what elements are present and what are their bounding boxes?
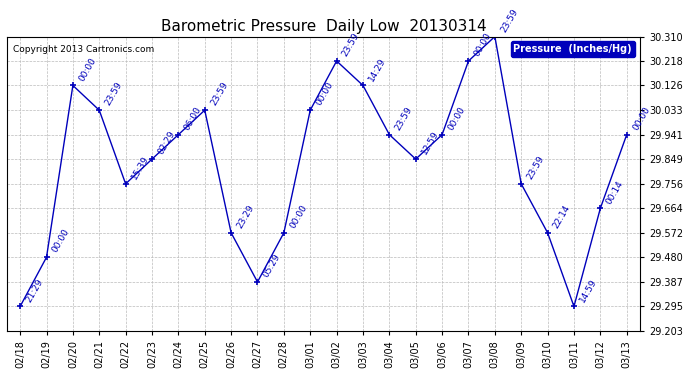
Text: 23:29: 23:29 [235, 203, 256, 230]
Title: Barometric Pressure  Daily Low  20130314: Barometric Pressure Daily Low 20130314 [161, 19, 486, 34]
Text: 22:14: 22:14 [552, 203, 572, 230]
Text: 23:59: 23:59 [341, 32, 362, 58]
Text: 00:00: 00:00 [315, 81, 335, 107]
Text: 05:29: 05:29 [262, 252, 282, 279]
Text: 15:39: 15:39 [130, 154, 150, 181]
Text: 23:59: 23:59 [525, 154, 546, 181]
Text: 00:00: 00:00 [50, 228, 71, 255]
Text: 12:59: 12:59 [420, 129, 441, 156]
Text: 00:00: 00:00 [631, 105, 651, 132]
Text: 23:59: 23:59 [209, 81, 230, 107]
Text: 14:59: 14:59 [578, 277, 599, 304]
Text: 00:14: 00:14 [604, 179, 625, 206]
Text: 00:00: 00:00 [288, 203, 308, 230]
Text: 21:29: 21:29 [24, 277, 45, 304]
Text: 00:00: 00:00 [77, 56, 98, 82]
Text: 23:59: 23:59 [393, 105, 414, 132]
Text: 00:00: 00:00 [446, 105, 467, 132]
Text: 23:59: 23:59 [499, 7, 520, 34]
Text: 02:29: 02:29 [156, 130, 177, 156]
Text: 14:29: 14:29 [367, 56, 388, 82]
Text: 06:00: 06:00 [183, 105, 204, 132]
Text: Copyright 2013 Cartronics.com: Copyright 2013 Cartronics.com [13, 45, 155, 54]
Text: 00:00: 00:00 [473, 31, 493, 58]
Text: 23:59: 23:59 [104, 81, 124, 107]
Legend: Pressure  (Inches/Hg): Pressure (Inches/Hg) [511, 41, 635, 57]
